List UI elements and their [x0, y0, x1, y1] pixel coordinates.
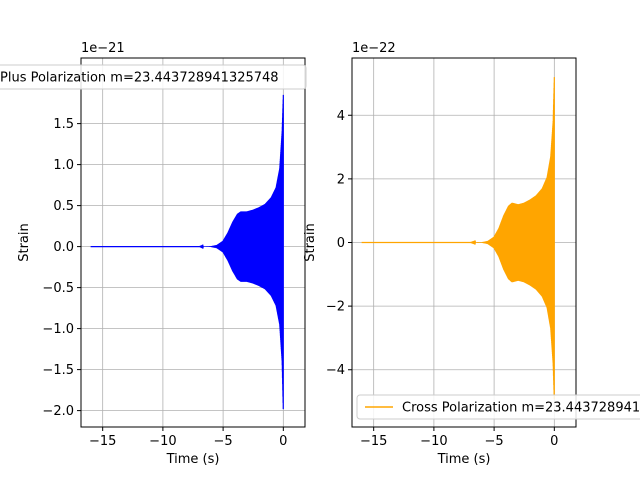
plus-polarization-panel: −15 −10 −5 0 −2.0 −1.5 −1.0 −0.5 0.0 0.5 1.0 1.5 1e−… — [0, 41, 307, 467]
x-tick-label: −10 — [149, 434, 176, 449]
series-line-cross — [361, 77, 555, 400]
y-offset-label: 1e−21 — [81, 41, 125, 56]
x-tick-label: −5 — [214, 434, 233, 449]
y-tick-label: −1.0 — [42, 322, 74, 337]
legend-label: Cross Polarization m=23.443728941325748 — [402, 401, 640, 416]
axes-frame — [80, 57, 306, 428]
x-tick-label: −5 — [485, 434, 504, 449]
legend-box — [356, 394, 640, 420]
legend: Cross Polarization m=23.443728941325748 — [356, 394, 640, 420]
x-tick-label: −10 — [420, 434, 447, 449]
legend-box — [0, 64, 307, 90]
x-axis-label: Time (s) — [437, 452, 491, 467]
y-tick-label: −2.0 — [42, 404, 74, 419]
y-tick-label: 2 — [337, 172, 345, 187]
y-tick-label: 0 — [337, 236, 345, 251]
y-tick-label: 4 — [337, 109, 345, 124]
x-tick-label: 0 — [550, 434, 558, 449]
legend: Plus Polarization m=23.443728941325748 — [0, 64, 307, 90]
y-axis-label: Strain — [17, 223, 32, 262]
x-axis-label: Time (s) — [166, 452, 220, 467]
y-tick-label: −4 — [326, 363, 345, 378]
y-tick-label: 1.5 — [53, 117, 74, 132]
y-tick-label: −0.5 — [42, 281, 74, 296]
y-tick-label: −2 — [326, 300, 345, 315]
y-tick-label: 0.5 — [53, 199, 74, 214]
y-tick-label: 0.0 — [53, 240, 74, 255]
y-axis-label: Strain — [303, 223, 318, 262]
x-tick-label: −15 — [360, 434, 387, 449]
y-offset-label: 1e−22 — [352, 41, 396, 56]
x-tick-label: 0 — [279, 434, 287, 449]
series-line-plus — [90, 94, 284, 410]
y-tick-label: 1.0 — [53, 158, 74, 173]
legend-label: Plus Polarization m=23.443728941325748 — [0, 71, 279, 86]
x-tick-label: −15 — [89, 434, 116, 449]
cross-polarization-panel: −15 −10 −5 0 −4 −2 0 2 4 1e−22 Time (s) Strain Cross… — [303, 41, 640, 467]
y-tick-label: −1.5 — [42, 363, 74, 378]
